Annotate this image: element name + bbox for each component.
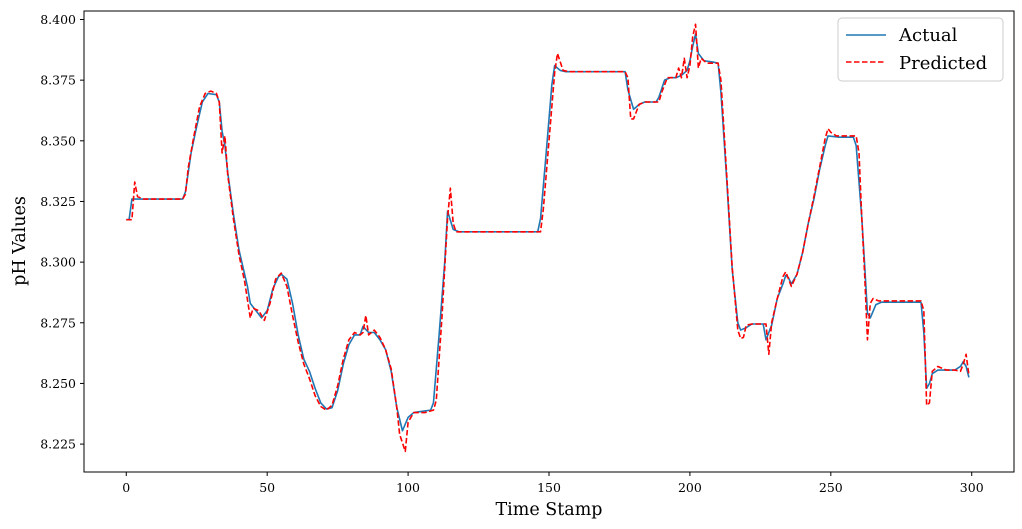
series-lines [126, 23, 970, 453]
x-tick-label: 100 [396, 480, 420, 495]
series-line-predicted [126, 23, 970, 453]
x-tick-label: 0 [122, 480, 130, 495]
x-tick-label: 150 [537, 480, 561, 495]
y-axis: 8.225 8.250 8.275 8.300 8.325 8.350 8.375 8.400 [40, 12, 84, 452]
y-tick-label: 8.325 [40, 194, 76, 209]
x-tick-label: 250 [819, 480, 843, 495]
y-tick-label: 8.225 [40, 437, 76, 452]
legend-label-actual: Actual [898, 25, 958, 46]
legend-label-predicted: Predicted [899, 53, 987, 74]
y-tick-label: 8.250 [40, 376, 76, 391]
y-tick-label: 8.400 [40, 12, 76, 27]
y-tick-label: 8.350 [40, 133, 76, 148]
legend-box [837, 17, 1004, 82]
y-tick-label: 8.275 [40, 315, 76, 330]
y-axis-label: pH Values [10, 196, 30, 286]
x-tick-label: 300 [960, 480, 984, 495]
y-tick-label: 8.375 [40, 73, 76, 88]
x-axis: 0 50 100 150 200 250 300 [122, 472, 984, 495]
legend: Actual Predicted [837, 17, 1004, 82]
y-tick-label: 8.300 [40, 255, 76, 270]
x-tick-label: 50 [259, 480, 275, 495]
x-axis-label: Time Stamp [495, 500, 602, 520]
x-tick-label: 200 [678, 480, 702, 495]
